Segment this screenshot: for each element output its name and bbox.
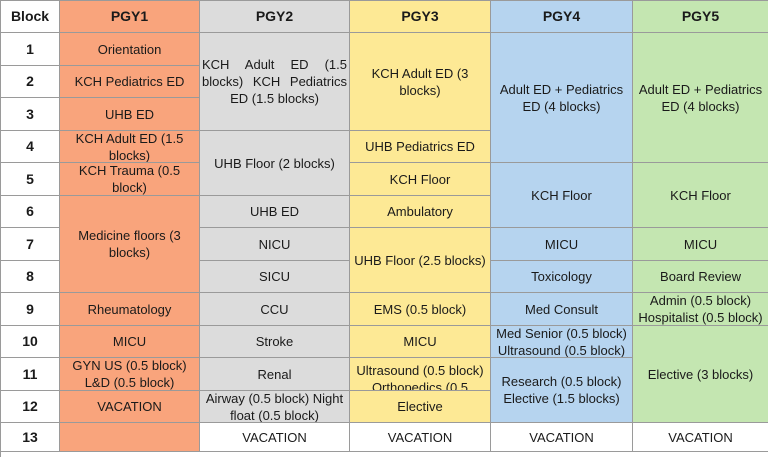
pgy1-rotation: KCH Trauma (0.5 block)	[60, 163, 200, 196]
pgy4-rotation: Med Consult	[491, 293, 633, 326]
block-number: 9	[1, 293, 60, 326]
pgy1-rotation: Orientation	[60, 33, 200, 66]
pgy3-rotation: Ambulatory	[350, 196, 491, 228]
pgy3-rotation: UHB Pediatrics ED	[350, 131, 491, 163]
pgy4-rotation: VACATION	[491, 423, 633, 452]
header-pgy3: PGY3	[350, 1, 491, 33]
block-number: 4	[1, 131, 60, 163]
block-number: 12	[1, 391, 60, 423]
block-number: 3	[1, 98, 60, 131]
pgy5-rotation: Admin (0.5 block) Hospitalist (0.5 block…	[633, 293, 768, 326]
pgy1-rotation: MICU	[60, 326, 200, 358]
header-pgy4: PGY4	[491, 1, 633, 33]
pgy5-rotation: KCH Floor	[633, 163, 768, 228]
pgy1-rotation: KCH Adult ED (1.5 blocks)	[60, 131, 200, 163]
block-number: 13	[1, 423, 60, 452]
pgy3-rotation: VACATION	[350, 423, 491, 452]
pgy1-rotation: GYN US (0.5 block) L&D (0.5 block)	[60, 358, 200, 391]
header-block: Block	[1, 1, 60, 33]
block-number: 10	[1, 326, 60, 358]
block-number: 11	[1, 358, 60, 391]
pgy5-rotation: Elective (3 blocks)	[633, 326, 768, 423]
pgy3-rotation: MICU	[350, 326, 491, 358]
pgy2-rotation: UHB Floor (2 blocks)	[200, 131, 350, 196]
pgy4-rotation: KCH Floor	[491, 163, 633, 228]
pgy3-rotation: KCH Floor	[350, 163, 491, 196]
block-number: 6	[1, 196, 60, 228]
pgy3-rotation: Elective	[350, 391, 491, 423]
block-number: 7	[1, 228, 60, 261]
pgy1-rotation: Rheumatology	[60, 293, 200, 326]
pgy5-rotation: MICU	[633, 228, 768, 261]
pgy2-rotation: Airway (0.5 block) Night float (0.5 bloc…	[200, 391, 350, 423]
pgy4-rotation: Research (0.5 block) Elective (1.5 block…	[491, 358, 633, 423]
pgy2-rotation: Stroke	[200, 326, 350, 358]
header-pgy2: PGY2	[200, 1, 350, 33]
pgy2-rotation: SICU	[200, 261, 350, 293]
pgy4-rotation: Toxicology	[491, 261, 633, 293]
pgy2-rotation: CCU	[200, 293, 350, 326]
pgy2-rotation: UHB ED	[200, 196, 350, 228]
pgy1-rotation: KCH Pediatrics ED	[60, 66, 200, 98]
block-number: 2	[1, 66, 60, 98]
pgy2-rotation: KCH Adult ED (1.5 blocks) KCH Pediatrics…	[200, 33, 350, 131]
block-number: 8	[1, 261, 60, 293]
pgy1-rotation: Medicine floors (3 blocks)	[60, 196, 200, 293]
pgy1-rotation: UHB ED	[60, 98, 200, 131]
block-number: 1	[1, 33, 60, 66]
pgy3-rotation: EMS (0.5 block)	[350, 293, 491, 326]
pgy4-rotation: Adult ED + Pediatrics ED (4 blocks)	[491, 33, 633, 163]
pgy2-rotation: VACATION	[200, 423, 350, 452]
header-pgy5: PGY5	[633, 1, 768, 33]
block-number: 5	[1, 163, 60, 196]
pgy3-rotation: UHB Floor (2.5 blocks)	[350, 228, 491, 293]
pgy4-rotation: MICU	[491, 228, 633, 261]
pgy5-rotation: VACATION	[633, 423, 768, 452]
pgy3-rotation: Ultrasound (0.5 block) Orthopedics (0.5	[350, 358, 491, 391]
pgy5-rotation: Adult ED + Pediatrics ED (4 blocks)	[633, 33, 768, 163]
pgy1-rotation	[60, 423, 200, 452]
pgy2-rotation: Renal	[200, 358, 350, 391]
pgy5-rotation: Board Review	[633, 261, 768, 293]
header-pgy1: PGY1	[60, 1, 200, 33]
pgy2-rotation: NICU	[200, 228, 350, 261]
pgy1-rotation: VACATION	[60, 391, 200, 423]
pgy4-rotation: Med Senior (0.5 block) Ultrasound (0.5 b…	[491, 326, 633, 358]
pgy3-rotation: KCH Adult ED (3 blocks)	[350, 33, 491, 131]
